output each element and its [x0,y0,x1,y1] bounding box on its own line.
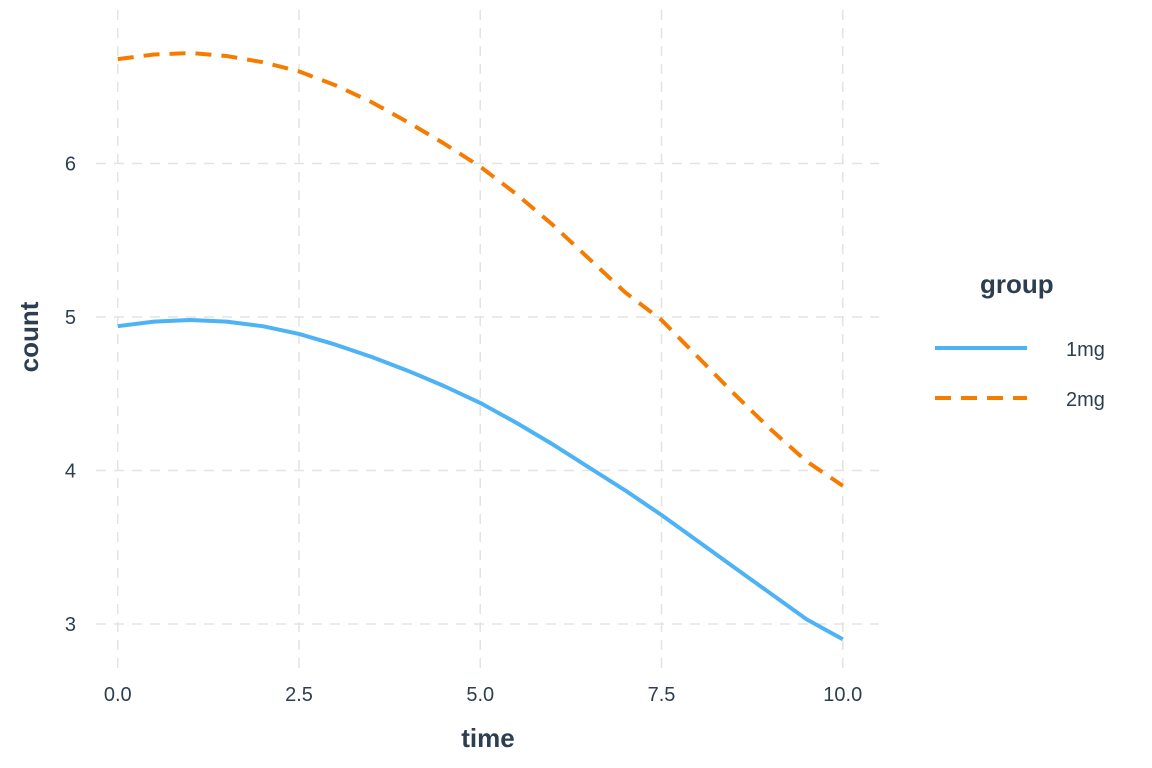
legend-title: group [980,269,1054,299]
legend-items: 1mg 2mg [935,339,1105,411]
series-line-1mg [117,318,844,642]
x-tick-label: 10.0 [823,684,862,706]
x-axis-title: time [461,723,514,753]
y-tick-label: 4 [65,460,76,482]
x-tick-label: 5.0 [466,684,494,706]
y-tick-label: 5 [65,307,76,329]
series-lines [117,51,844,642]
legend-label-2mg: 2mg [1066,389,1105,411]
x-tick-label: 0.0 [104,684,132,706]
x-tick-label: 7.5 [648,684,676,706]
x-axis-ticks: 0.0 2.5 5.0 7.5 10.0 [104,684,862,706]
grid [96,10,879,670]
legend-label-1mg: 1mg [1066,339,1105,361]
y-tick-label: 3 [65,614,76,636]
series-line-2mg [117,51,844,488]
y-axis-ticks: 3 4 5 6 [65,153,76,635]
y-axis-title: count [14,301,44,372]
y-tick-label: 6 [65,153,76,175]
x-tick-label: 2.5 [285,684,313,706]
legend: group 1mg 2mg [935,269,1105,411]
